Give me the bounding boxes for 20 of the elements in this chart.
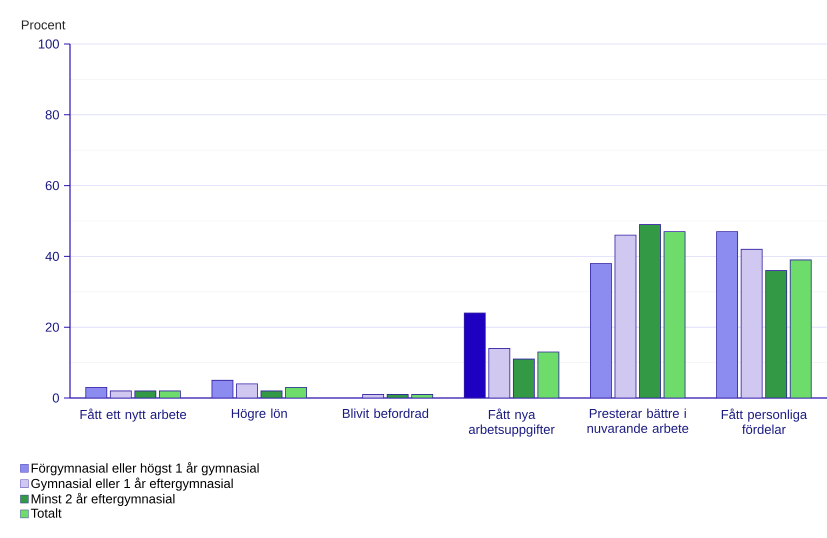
y-axis-title: Procent bbox=[22, 20, 66, 30]
x-tick-label: Fått ett nytt arbete bbox=[80, 408, 186, 422]
bar bbox=[590, 263, 612, 398]
y-tick-label: 80 bbox=[46, 110, 59, 120]
legend-label: Totalt bbox=[30, 508, 62, 518]
x-tick-label: Högre lön bbox=[232, 408, 287, 421]
y-tick-label: 100 bbox=[38, 39, 59, 49]
legend-label: Minst 2 år eftergymnasial bbox=[32, 492, 174, 506]
legend-label: Gymnasial eller 1 år eftergymnasial bbox=[31, 478, 233, 491]
x-tick-label: Fått nya arbetsuppgifter bbox=[468, 408, 555, 437]
y-tick-label: 60 bbox=[46, 181, 59, 190]
y-tick-label: 20 bbox=[46, 322, 59, 332]
bar bbox=[236, 383, 258, 398]
x-tick-label: Fått personliga fördelar bbox=[722, 408, 808, 434]
x-tick-label: Blivit befordrad bbox=[342, 408, 428, 418]
x-tick-label: Presterar bättre i nuvarande arbete bbox=[587, 408, 688, 433]
bar bbox=[639, 224, 661, 398]
y-tick-label: 0 bbox=[52, 393, 59, 403]
y-tick-label: 40 bbox=[45, 252, 59, 261]
legend-label: Förgymnasial eller högst 1 år gymnasial bbox=[32, 462, 259, 476]
